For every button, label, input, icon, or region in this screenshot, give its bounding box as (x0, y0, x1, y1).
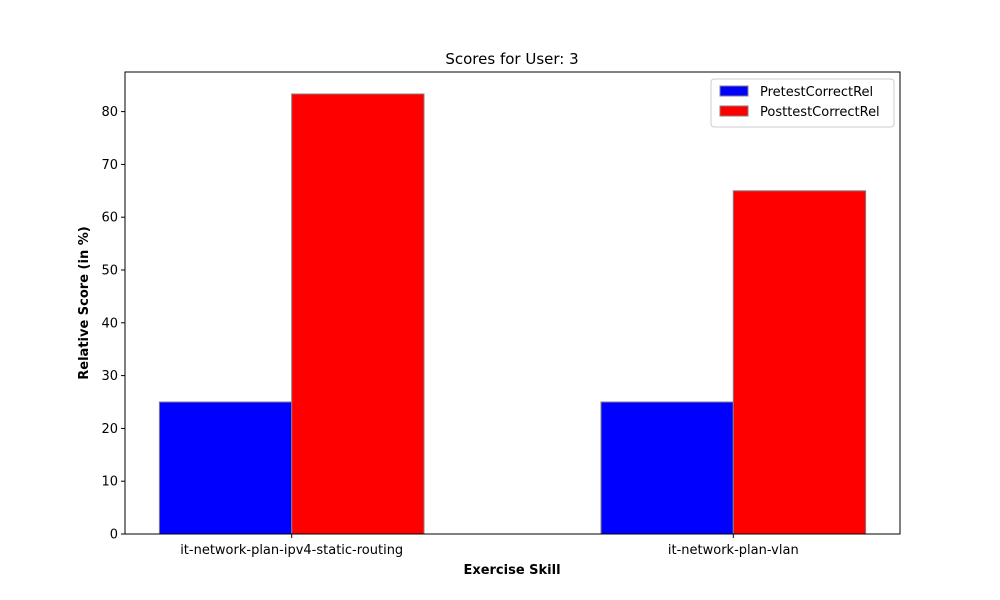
x-axis-ticks: it-network-plan-ipv4-static-routing it-ne… (180, 534, 799, 558)
bar-PosttestCorrectRel-1 (732, 190, 867, 535)
legend-label-PretestCorrectRel: PretestCorrectRel (760, 85, 873, 100)
y-axis-ticks: 0 10 20 30 40 50 60 70 80 (101, 105, 125, 543)
chart-title: Scores for User: 3 (445, 50, 578, 68)
y-tick-label: 10 (101, 475, 118, 490)
y-tick-label: 60 (101, 211, 118, 226)
y-tick-label: 0 (110, 528, 118, 543)
legend-swatch-PretestCorrectRel (719, 85, 749, 97)
y-tick-label: 80 (101, 105, 118, 120)
y-axis-label: Relative Score (in %) (77, 226, 92, 379)
x-axis-label: Exercise Skill (463, 563, 560, 578)
x-tick-label: it-network-plan-vlan (668, 543, 799, 558)
plot-frame (124, 71, 901, 535)
legend: PretestCorrectRel PosttestCorrectRel (710, 78, 895, 128)
x-tick-label: it-network-plan-ipv4-static-routing (180, 543, 403, 558)
y-tick-label: 40 (101, 316, 118, 331)
legend-label-PosttestCorrectRel: PosttestCorrectRel (760, 105, 880, 120)
y-tick-label: 50 (101, 264, 118, 279)
bar-PretestCorrectRel-1 (600, 401, 734, 535)
bars-layer (158, 93, 867, 535)
legend-swatch-PosttestCorrectRel (719, 105, 749, 117)
y-tick-label: 30 (101, 369, 118, 384)
bar-PosttestCorrectRel-0 (291, 93, 425, 535)
y-tick-label: 70 (101, 158, 118, 173)
bar-PretestCorrectRel-0 (158, 401, 293, 535)
legend-frame (710, 78, 895, 128)
y-tick-label: 20 (101, 422, 118, 437)
